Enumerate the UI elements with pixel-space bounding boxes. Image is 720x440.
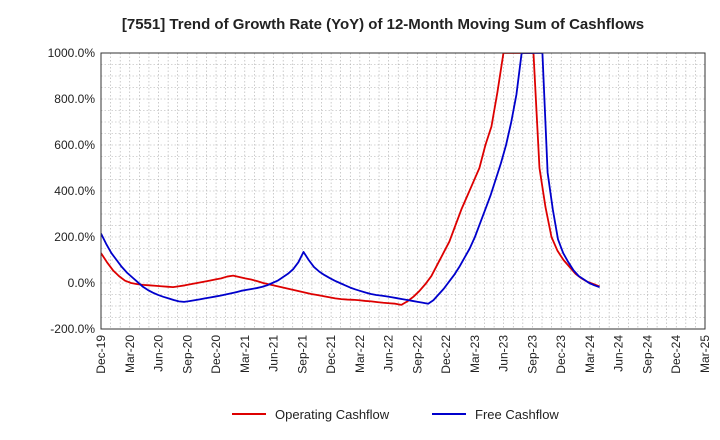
legend-label-free-cashflow: Free Cashflow xyxy=(475,407,559,422)
x-tick-label: Mar-23 xyxy=(468,335,482,373)
x-tick-label: Mar-22 xyxy=(353,335,367,373)
series-line-operating-cashflow xyxy=(101,53,600,306)
y-tick-label: 1000.0% xyxy=(48,46,96,60)
x-tick-label: Jun-20 xyxy=(152,335,166,372)
x-tick-label: Dec-23 xyxy=(554,335,568,374)
x-tick-label: Sep-24 xyxy=(640,335,654,374)
x-tick-label: Dec-19 xyxy=(94,335,108,374)
x-tick-label: Jun-21 xyxy=(267,335,281,372)
x-tick-label: Dec-20 xyxy=(209,335,223,374)
x-tick-label: Mar-21 xyxy=(238,335,252,373)
series-line-free-cashflow xyxy=(101,53,600,305)
x-tick-label: Mar-20 xyxy=(123,335,137,373)
x-tick-label: Sep-22 xyxy=(410,335,424,374)
plot-frame xyxy=(100,52,706,330)
y-tick-label: 200.0% xyxy=(54,230,95,244)
x-tick-label: Sep-23 xyxy=(525,335,539,374)
series-lines xyxy=(101,53,600,306)
legend: Operating Cashflow Free Cashflow xyxy=(232,407,559,422)
gridlines xyxy=(101,53,705,329)
y-axis-ticks: -200.0% 0.0% 200.0% 400.0% 600.0% 800.0% 1000.… xyxy=(48,46,96,336)
y-tick-label: 400.0% xyxy=(54,184,95,198)
x-tick-label: Mar-24 xyxy=(583,335,597,373)
x-tick-label: Dec-21 xyxy=(324,335,338,374)
y-tick-label: 800.0% xyxy=(54,92,95,106)
x-tick-label: Mar-25 xyxy=(698,335,712,373)
x-tick-label: Jun-22 xyxy=(382,335,396,372)
x-tick-label: Dec-22 xyxy=(439,335,453,374)
y-tick-label: 600.0% xyxy=(54,138,95,152)
chart-title: [7551] Trend of Growth Rate (YoY) of 12-… xyxy=(122,16,644,33)
plot-area xyxy=(100,52,706,330)
x-tick-label: Dec-24 xyxy=(669,335,683,374)
x-axis-ticks: Dec-19 Mar-20 Jun-20 Sep-20 Dec-20 Mar-21 Jun-… xyxy=(94,335,712,374)
x-tick-label: Jun-23 xyxy=(497,335,511,372)
x-tick-label: Sep-21 xyxy=(295,335,309,374)
x-tick-label: Sep-20 xyxy=(180,335,194,374)
x-tick-label: Jun-24 xyxy=(612,335,626,372)
y-tick-label: -200.0% xyxy=(50,322,95,336)
y-tick-label: 0.0% xyxy=(68,276,96,290)
legend-label-operating-cashflow: Operating Cashflow xyxy=(275,407,390,422)
